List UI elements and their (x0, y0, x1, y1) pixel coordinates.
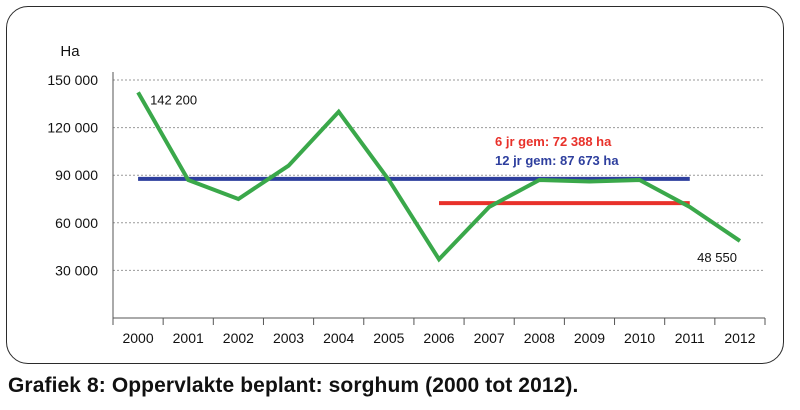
x-tick-label: 2006 (423, 330, 454, 346)
data-label: 48 550 (697, 250, 737, 265)
reference-line-label: 12 jr gem: 87 673 ha (495, 153, 619, 168)
x-tick-label: 2005 (373, 330, 404, 346)
x-tick-label: 2007 (474, 330, 505, 346)
x-tick-label: 2009 (574, 330, 605, 346)
x-tick-label: 2011 (675, 330, 705, 346)
y-tick-label: 60 000 (55, 215, 98, 231)
y-tick-label: 150 000 (47, 72, 98, 88)
x-tick-label: 2000 (122, 330, 153, 346)
figure-caption: Grafiek 8: Oppervlakte beplant: sorghum … (8, 374, 579, 397)
series-line (136, 91, 742, 263)
data-label: 142 200 (150, 92, 197, 107)
x-tick-label: 2008 (524, 330, 555, 346)
y-tick-label: 90 000 (55, 167, 98, 183)
x-tick-label: 2012 (724, 330, 755, 346)
y-tick-label: 120 000 (47, 120, 98, 136)
x-tick-label: 2003 (273, 330, 304, 346)
y-axis-unit: Ha (60, 43, 80, 60)
x-tick-label: 2002 (223, 330, 254, 346)
line-chart: 30 000 60 000 90 000 120 000 150 000 Ha 2000 20… (47, 43, 766, 346)
reference-line-label: 6 jr gem: 72 388 ha (495, 134, 612, 149)
x-tick-label: 2010 (624, 330, 655, 346)
x-tick-label: 2004 (323, 330, 354, 346)
chart-frame (6, 6, 784, 364)
x-tick-label: 2001 (173, 330, 204, 346)
y-tick-label: 30 000 (55, 262, 98, 278)
